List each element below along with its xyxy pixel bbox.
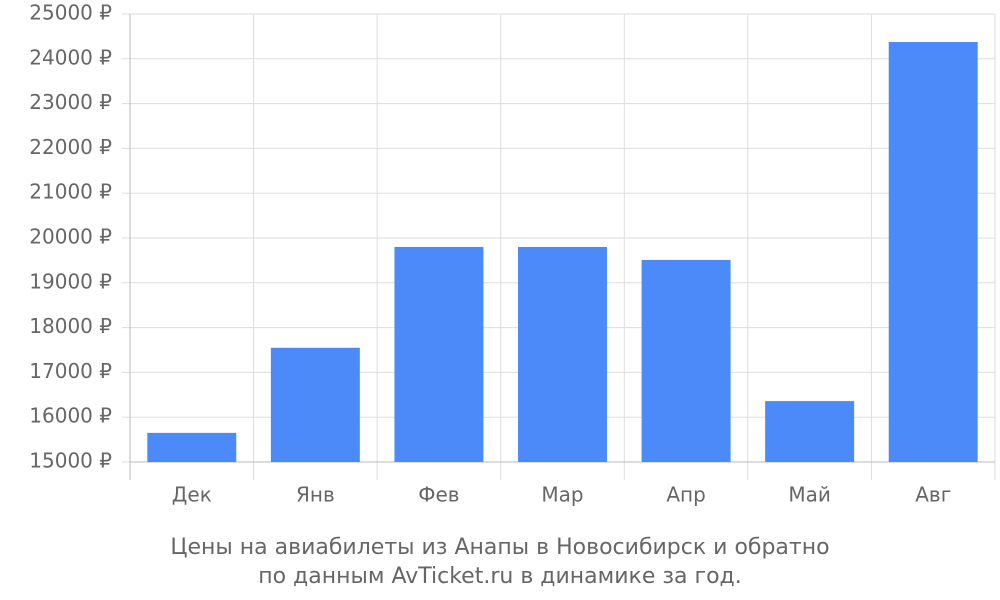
x-tick-label: Дек (172, 483, 212, 507)
y-tick-label: 23000 ₽ (29, 90, 112, 114)
bar (394, 246, 484, 462)
bar (147, 432, 237, 462)
y-tick-label: 20000 ₽ (29, 225, 112, 249)
bar (270, 347, 360, 462)
chart-title: по данным AvTicket.ru в динамике за год. (258, 564, 742, 589)
y-tick-label: 21000 ₽ (29, 180, 112, 204)
x-tick-label: Апр (666, 483, 705, 507)
bar (765, 401, 855, 462)
x-tick-label: Фев (418, 483, 459, 507)
y-tick-label: 16000 ₽ (29, 404, 112, 428)
bar (888, 42, 978, 462)
y-tick-label: 18000 ₽ (29, 314, 112, 338)
y-tick-label: 24000 ₽ (29, 45, 112, 69)
y-tick-label: 19000 ₽ (29, 269, 112, 293)
chart-title: Цены на авиабилеты из Анапы в Новосибирс… (170, 535, 829, 560)
y-tick-label: 15000 ₽ (29, 449, 112, 473)
x-tick-label: Май (788, 483, 831, 507)
y-tick-label: 22000 ₽ (29, 135, 112, 159)
x-tick-label: Мар (541, 483, 583, 507)
x-tick-label: Янв (296, 483, 335, 507)
bar (641, 259, 731, 462)
bar (518, 246, 607, 462)
y-tick-label: 25000 ₽ (29, 1, 112, 25)
y-tick-label: 17000 ₽ (29, 359, 112, 383)
x-tick-label: Авг (915, 483, 951, 507)
